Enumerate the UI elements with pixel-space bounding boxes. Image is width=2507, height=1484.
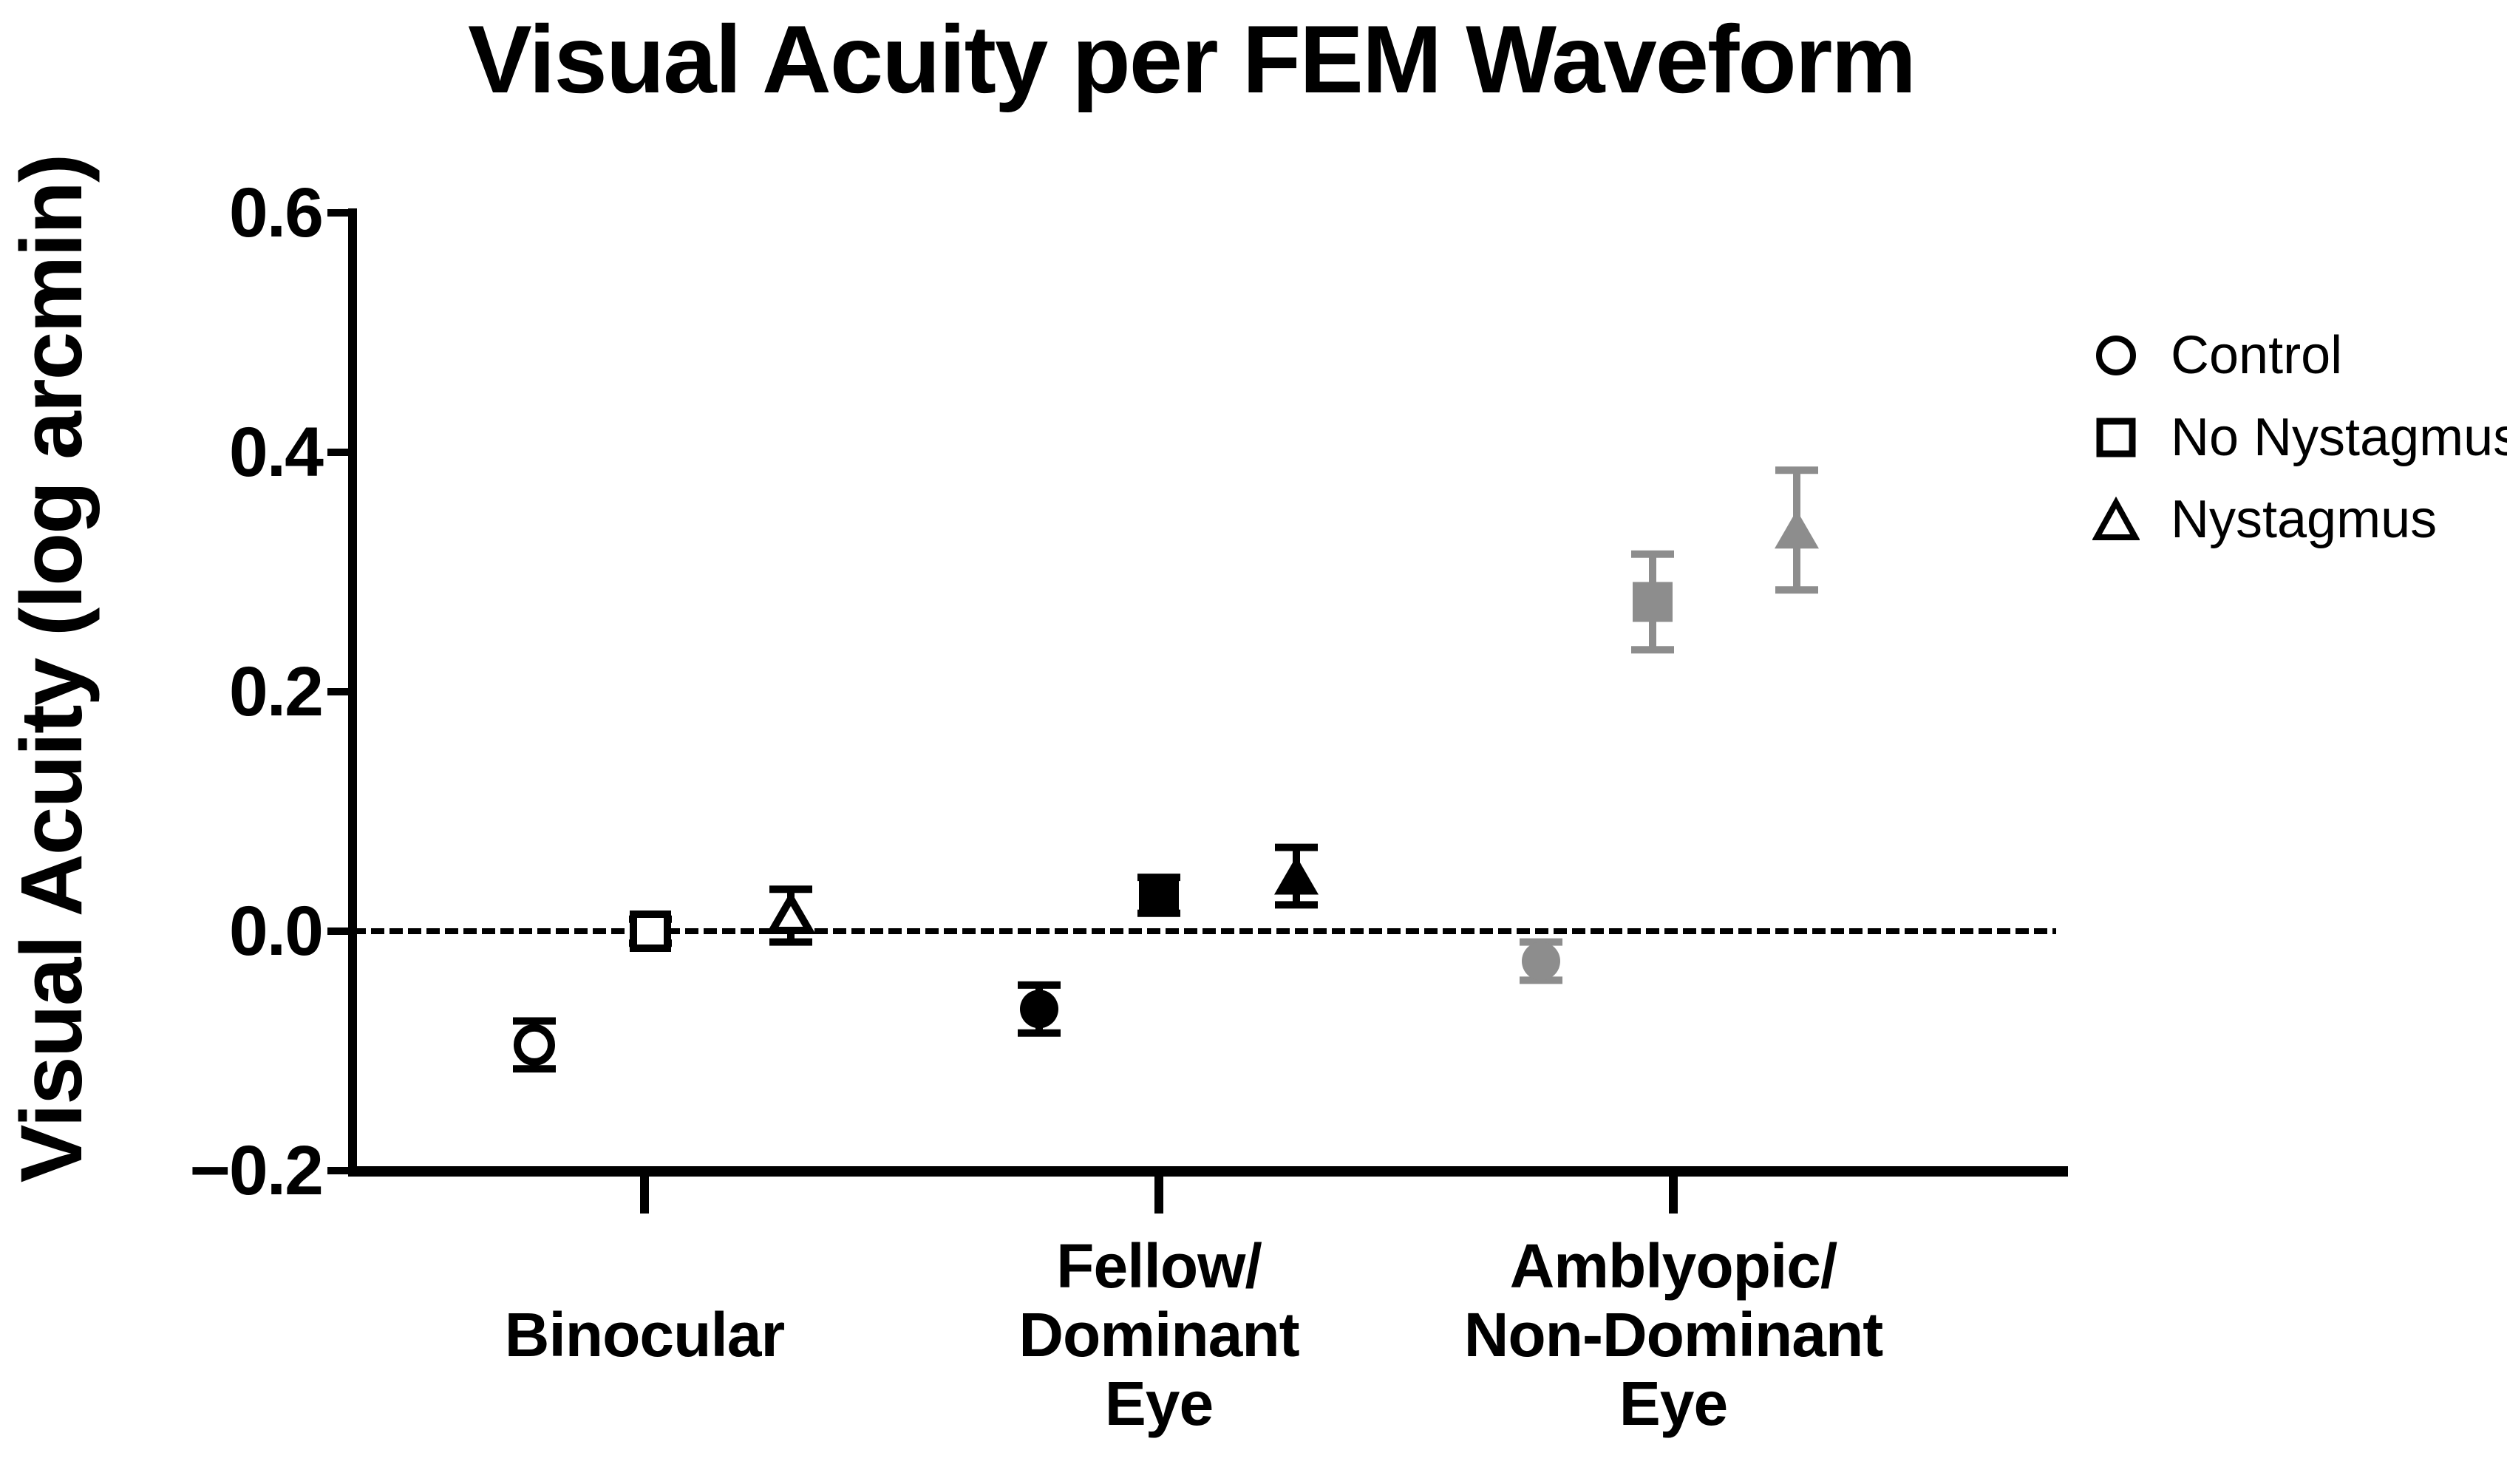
y-tick-label: 0.6 bbox=[228, 174, 324, 252]
triangle-marker bbox=[1775, 510, 1819, 549]
square-marker bbox=[630, 911, 671, 952]
triangle-marker bbox=[766, 891, 816, 934]
data-point-no-nystagmus-cat1 bbox=[1137, 874, 1180, 917]
x-tick-mark bbox=[640, 1177, 649, 1214]
x-tick-mark bbox=[1154, 1177, 1163, 1214]
circle-icon bbox=[2096, 336, 2136, 375]
data-point-nystagmus-cat1 bbox=[1274, 843, 1319, 909]
square-marker bbox=[1633, 582, 1673, 622]
zero-dashed-line bbox=[353, 928, 2056, 934]
x-category-label: Fellow/ Dominant Eye bbox=[1018, 1231, 1299, 1438]
circle-marker bbox=[514, 1024, 555, 1066]
triangle-marker bbox=[1274, 856, 1319, 895]
triangle-icon bbox=[2092, 496, 2140, 540]
x-category-label: Amblyopic/ Non-Dominant Eye bbox=[1463, 1231, 1884, 1438]
y-tick-mark bbox=[327, 928, 353, 935]
x-axis-line bbox=[348, 1166, 2068, 1177]
legend-item-control: Control bbox=[2092, 326, 2507, 385]
y-tick-label: 0.4 bbox=[228, 413, 324, 491]
data-point-control-cat0 bbox=[513, 1017, 556, 1073]
legend-label: No Nystagmus bbox=[2171, 408, 2507, 467]
data-point-control-cat1 bbox=[1018, 981, 1061, 1037]
data-point-nystagmus-cat2 bbox=[1775, 466, 1819, 594]
y-tick-mark bbox=[327, 1167, 353, 1174]
legend-item-no-nystagmus: No Nystagmus bbox=[2092, 408, 2507, 467]
y-tick-label: −0.2 bbox=[189, 1131, 324, 1210]
x-tick-mark bbox=[1669, 1177, 1678, 1214]
data-point-no-nystagmus-cat0 bbox=[629, 911, 672, 952]
y-tick-mark bbox=[327, 449, 353, 456]
circle-marker bbox=[1522, 942, 1560, 981]
square-icon bbox=[2096, 418, 2136, 457]
circle-marker bbox=[1020, 990, 1058, 1029]
legend-label: Nystagmus bbox=[2171, 490, 2438, 549]
data-point-nystagmus-cat0 bbox=[766, 885, 816, 946]
data-point-control-cat2 bbox=[1520, 938, 1562, 984]
x-category-label: Binocular bbox=[504, 1299, 785, 1369]
y-tick-mark bbox=[327, 688, 353, 695]
data-point-no-nystagmus-cat2 bbox=[1631, 550, 1674, 654]
square-marker bbox=[1139, 875, 1179, 916]
y-tick-label: 0.2 bbox=[228, 653, 324, 731]
legend: Control No Nystagmus Nystagmus bbox=[2092, 326, 2507, 549]
chart-title: Visual Acuity per FEM Waveform bbox=[468, 5, 1916, 113]
y-tick-mark bbox=[327, 209, 353, 217]
legend-label: Control bbox=[2171, 326, 2343, 385]
legend-item-nystagmus: Nystagmus bbox=[2092, 490, 2507, 549]
y-tick-label: 0.0 bbox=[228, 892, 324, 970]
